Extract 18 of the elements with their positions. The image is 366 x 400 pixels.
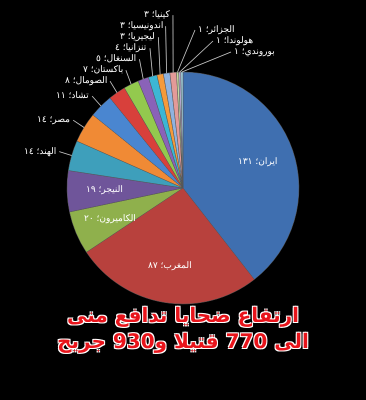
slice-label: تشاد؛ ١١	[56, 91, 90, 101]
slice-label: السنغال؛ ٥	[96, 54, 136, 64]
slice-label: تنزانيا؛ ٤	[115, 43, 147, 53]
slice-label: الجزائر؛ ١	[198, 25, 235, 35]
slice-label: هولوندا؛ ١	[216, 36, 254, 46]
slice-label: المغرب؛ ٨٧	[148, 261, 192, 271]
slice-label: ايران؛ ١٣١	[238, 157, 278, 167]
slice-label: ليجيريا؛ ٣	[120, 32, 155, 42]
slice-label: الكاميرون؛ ٢٠	[84, 214, 136, 224]
text: ارتفاع ضحايا تدافع منى الى 770 قتيلا و930 جريح	[57, 303, 309, 353]
slice-label: الصومال؛ ٨	[65, 76, 108, 86]
slice-label: الهند؛ ١٤	[24, 147, 56, 157]
slice-label: مصر؛ ١٤	[37, 115, 70, 125]
slice-label: بوروندي؛ ١	[234, 47, 275, 57]
slice-label: كينيا؛ ٣	[144, 10, 170, 20]
slice-label: النيجر؛ ١٩	[86, 185, 123, 195]
slice-label: اندونيسيا؛ ٣	[120, 21, 164, 31]
slice-label: باكستان؛ ٧	[83, 65, 124, 75]
